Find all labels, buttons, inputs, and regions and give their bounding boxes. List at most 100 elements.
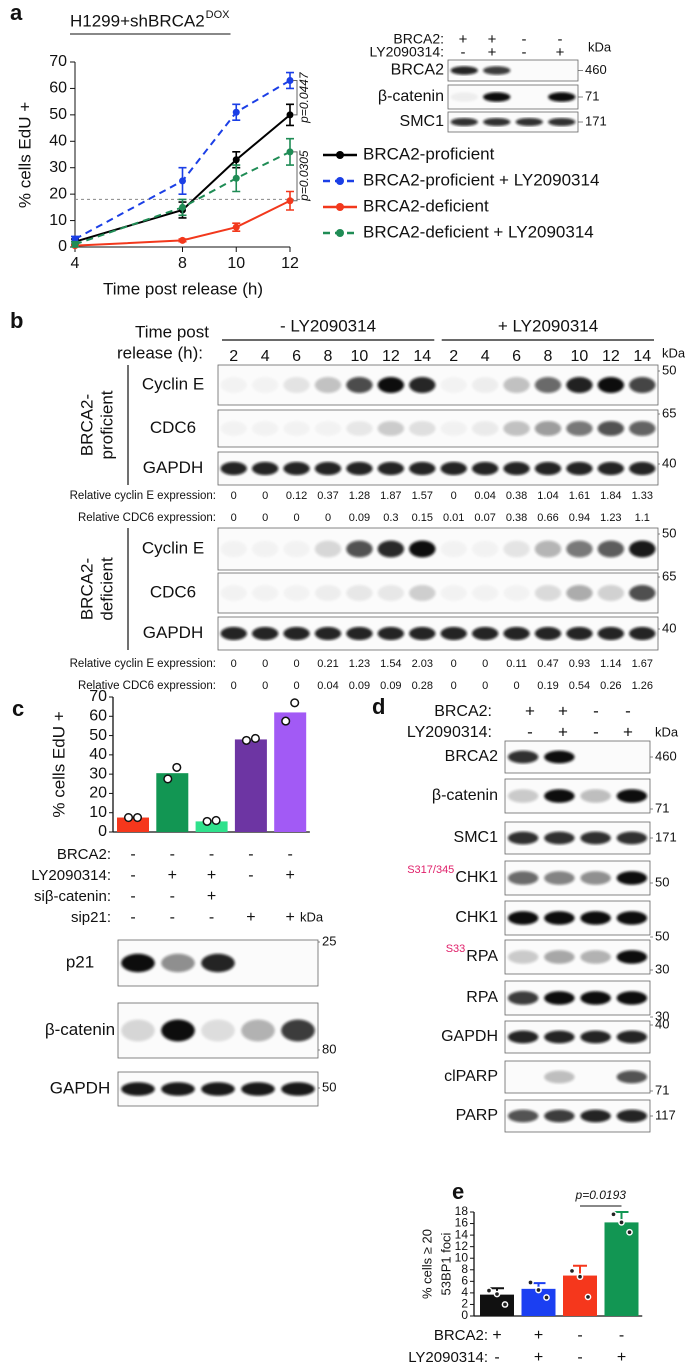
expression-value: 0 (482, 680, 488, 692)
condition-sign: - (209, 909, 214, 926)
blot-band (450, 92, 478, 102)
blot-band (440, 461, 467, 476)
chart-title-superscript: DOX (206, 9, 231, 21)
blot-band (534, 540, 562, 558)
y-tick-label: 20 (49, 185, 67, 202)
blot-band (507, 1109, 539, 1123)
kda-label: 50 (655, 874, 669, 889)
time-label: Time post (135, 322, 209, 341)
expression-value: 0.38 (506, 490, 527, 502)
condition-sign: + (556, 44, 565, 61)
condition-sign: - (593, 722, 599, 741)
blot-row-superscript: S317/345 (407, 864, 454, 876)
blot-band (616, 1109, 648, 1123)
blot-band (580, 1030, 611, 1044)
condition-sign: + (492, 1327, 501, 1344)
data-point (172, 762, 182, 772)
bar (604, 1222, 639, 1316)
expression-value: 0.12 (286, 490, 307, 502)
chart-title: H1299+shBRCA2 (70, 11, 205, 30)
group-label: proficient (97, 390, 116, 459)
blot-band (629, 421, 656, 436)
condition-sign: - (494, 1349, 499, 1366)
blot-row-label: CDC6 (150, 582, 196, 601)
blot-row-label: CDC6 (150, 418, 196, 437)
expression-value: 0.07 (474, 512, 495, 524)
expression-value: 0 (294, 512, 300, 524)
expression-value: 0 (231, 512, 237, 524)
blot-band (121, 1082, 155, 1096)
expression-value: 1.14 (600, 658, 621, 670)
data-point (543, 1294, 550, 1301)
y-tick-label: 40 (49, 133, 67, 150)
data-point (286, 148, 294, 156)
condition-sign: - (577, 1349, 582, 1366)
blot-band (580, 871, 611, 885)
blot-band (471, 377, 499, 393)
data-point (71, 240, 79, 248)
blot-band (616, 871, 648, 885)
expression-value: 0 (231, 490, 237, 502)
significance-bracket (293, 80, 298, 202)
y-axis-label: % cells EdU + (15, 102, 34, 208)
blot-band (450, 66, 478, 75)
y-tick-label: 16 (455, 1216, 469, 1230)
data-point (71, 235, 79, 243)
time-value: 12 (382, 348, 400, 365)
blot-band (503, 585, 529, 601)
data-point (281, 716, 291, 726)
expression-value: 0.54 (569, 680, 590, 692)
expression-value: 0 (262, 680, 268, 692)
condition-sign: - (558, 31, 563, 48)
blot-band (483, 92, 511, 102)
y-tick-label: 70 (49, 53, 67, 70)
condition-label: LY2090314: (407, 724, 492, 741)
expression-value: 0.09 (349, 512, 370, 524)
blot-band (544, 950, 575, 964)
y-tick-label: 8 (461, 1262, 468, 1276)
blot-band (507, 1030, 539, 1044)
blot-band (544, 871, 575, 885)
blot-band (121, 1019, 155, 1042)
blot-band (597, 377, 625, 393)
blot-band (283, 421, 309, 436)
blot-row-label: GAPDH (143, 458, 203, 477)
y-tick-label: 10 (455, 1250, 469, 1264)
time-label: release (h): (117, 343, 203, 362)
expression-value: 0.01 (443, 512, 464, 524)
condition-sign: - (527, 722, 533, 741)
condition-sign: + (623, 722, 633, 741)
data-point (618, 1219, 625, 1226)
series-line (74, 199, 291, 247)
blot-band (283, 626, 310, 641)
blot-band (544, 750, 575, 764)
legend-marker (336, 203, 344, 211)
time-value: 14 (413, 348, 431, 365)
y-tick-label: 10 (89, 804, 107, 821)
bar (195, 821, 228, 832)
panel-letter: e (452, 1179, 464, 1204)
y-tick-label: 0 (461, 1308, 468, 1322)
blot-band (616, 831, 648, 845)
kda-header: kDa (655, 724, 679, 739)
blot-band (441, 421, 467, 436)
y-tick-label: 70 (89, 688, 107, 705)
blot-band (544, 789, 575, 803)
blot-band (409, 461, 436, 476)
blot-band (580, 950, 611, 964)
expression-value: 0 (294, 658, 300, 670)
data-point (568, 1267, 576, 1275)
expression-value: 0 (262, 512, 268, 524)
blot-band (597, 461, 625, 476)
condition-sign: + (558, 722, 568, 741)
data-point (535, 1286, 542, 1294)
blot-band (616, 1030, 648, 1044)
blot-band (566, 626, 593, 641)
kda-label: 71 (585, 88, 599, 103)
blot-band (315, 421, 341, 436)
bar (563, 1275, 597, 1316)
bar (234, 739, 267, 832)
blot-row-superscript: S33 (446, 943, 466, 955)
condition-sign: + (534, 1349, 543, 1366)
condition-sign: + (286, 867, 295, 884)
